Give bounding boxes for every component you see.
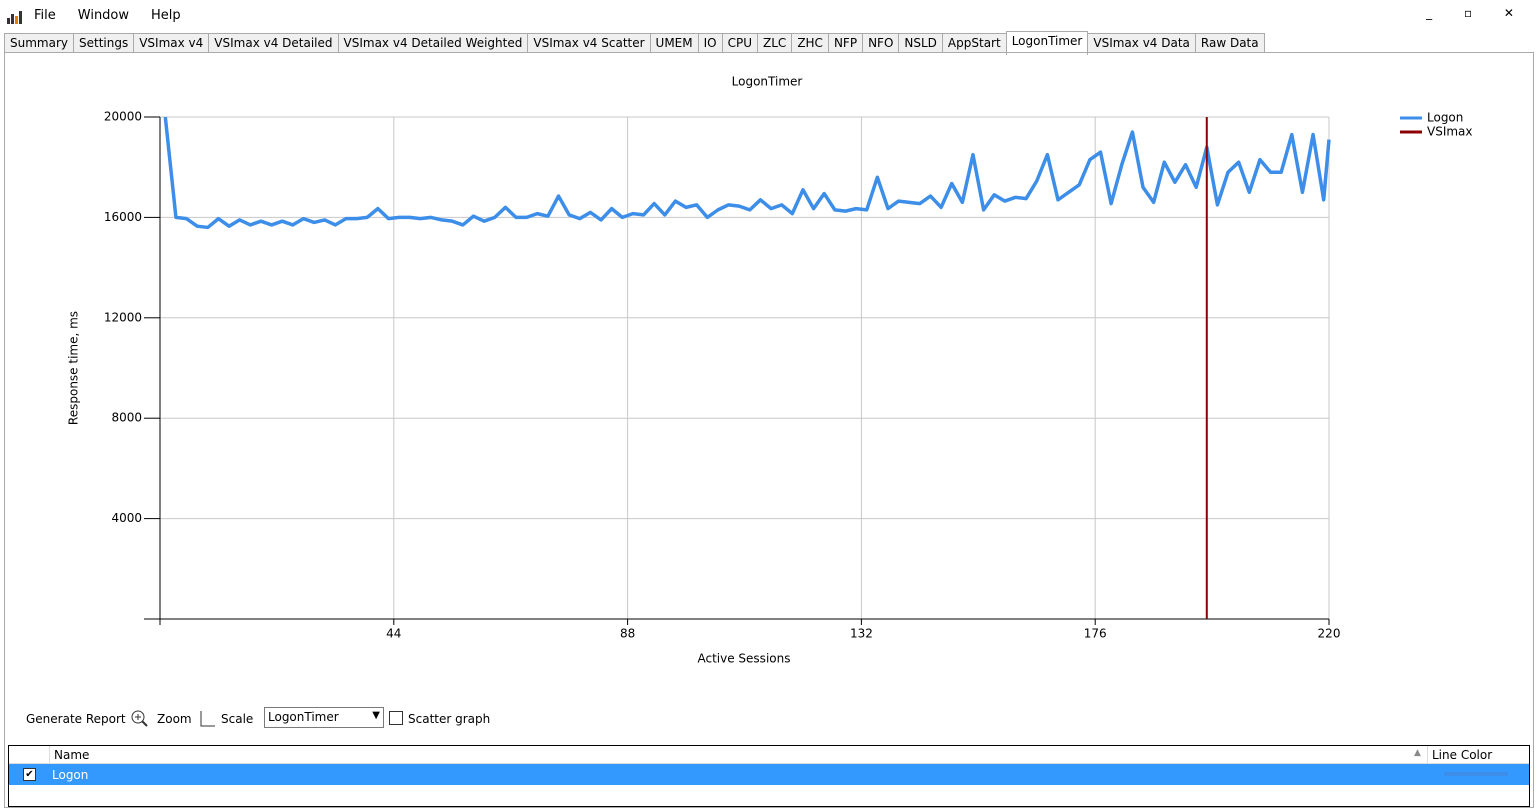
tab-strip: Summary Settings VSImax v4 VSImax v4 Detail…: [4, 31, 1265, 55]
tab[interactable]: NFO: [862, 33, 900, 53]
tab[interactable]: AppStart: [941, 33, 1007, 53]
y-tick-label: 4000: [111, 511, 142, 525]
tab[interactable]: LogonTimer: [1005, 31, 1089, 55]
x-tick-label: 132: [850, 627, 873, 641]
y-tick-label: 20000: [104, 110, 142, 124]
chart-title: LogonTimer: [732, 75, 803, 89]
tab[interactable]: ZHC: [791, 33, 829, 53]
zoom-icon: [131, 710, 148, 727]
scale-icon: [200, 711, 215, 727]
tab[interactable]: VSImax v4 Detailed Weighted: [337, 33, 529, 53]
window-controls[interactable]: _ ▫ ✕: [1426, 6, 1528, 20]
x-tick-label: 220: [1318, 627, 1341, 641]
tab[interactable]: NFP: [827, 33, 864, 53]
y-tick-label: 16000: [104, 210, 142, 224]
x-axis-label: Active Sessions: [698, 652, 791, 666]
menu-item[interactable]: File: [34, 8, 56, 23]
y-tick-label: 8000: [111, 411, 142, 425]
series-table: Name ▲ Line Color ✔ Logon: [8, 745, 1530, 807]
app-icon: [7, 11, 22, 24]
y-tick-label: 12000: [104, 310, 142, 324]
tab[interactable]: VSImax v4 Data: [1087, 33, 1196, 53]
tab[interactable]: NSLD: [898, 33, 943, 53]
x-tick-label: 176: [1084, 627, 1107, 641]
tab[interactable]: Summary: [4, 33, 74, 53]
tab-page: [4, 52, 1534, 808]
legend-label: Logon: [1427, 111, 1463, 125]
table-header: Name ▲ Line Color: [9, 746, 1529, 764]
dropdown-value: LogonTimer: [268, 710, 339, 724]
zoom-button[interactable]: Zoom: [157, 712, 192, 726]
legend-label: VSImax: [1427, 125, 1473, 139]
y-axis-label: Response time, ms: [67, 311, 81, 425]
menu-item[interactable]: Help: [151, 8, 181, 23]
tab[interactable]: VSImax v4 Scatter: [527, 33, 651, 53]
tab[interactable]: Raw Data: [1194, 33, 1265, 53]
line-color-swatch: [1444, 772, 1508, 776]
chart-dropdown[interactable]: LogonTimer ▼: [264, 707, 384, 728]
tab[interactable]: UMEM: [649, 33, 699, 53]
column-header[interactable]: Line Color: [1432, 748, 1493, 762]
series-line: [163, 116, 1331, 230]
x-tick-label: 44: [386, 627, 401, 641]
generate-report-button[interactable]: Generate Report: [26, 712, 126, 726]
column-header[interactable]: Name: [54, 748, 90, 762]
chart: LogonTimer Active Sessions Response time…: [67, 75, 1473, 666]
menu-bar: File Window Help _ ▫ ✕: [0, 0, 1540, 31]
row-checkbox[interactable]: ✔: [23, 768, 36, 781]
table-row[interactable]: ✔ Logon: [9, 764, 1529, 785]
menu-item[interactable]: Window: [77, 8, 130, 23]
x-tick-label: 88: [620, 627, 635, 641]
row-name: Logon: [52, 768, 89, 782]
scatter-label: Scatter graph: [408, 712, 491, 726]
scatter-checkbox[interactable]: [389, 711, 403, 725]
scale-button[interactable]: Scale: [221, 712, 254, 726]
tab[interactable]: VSImax v4 Detailed: [208, 33, 339, 53]
